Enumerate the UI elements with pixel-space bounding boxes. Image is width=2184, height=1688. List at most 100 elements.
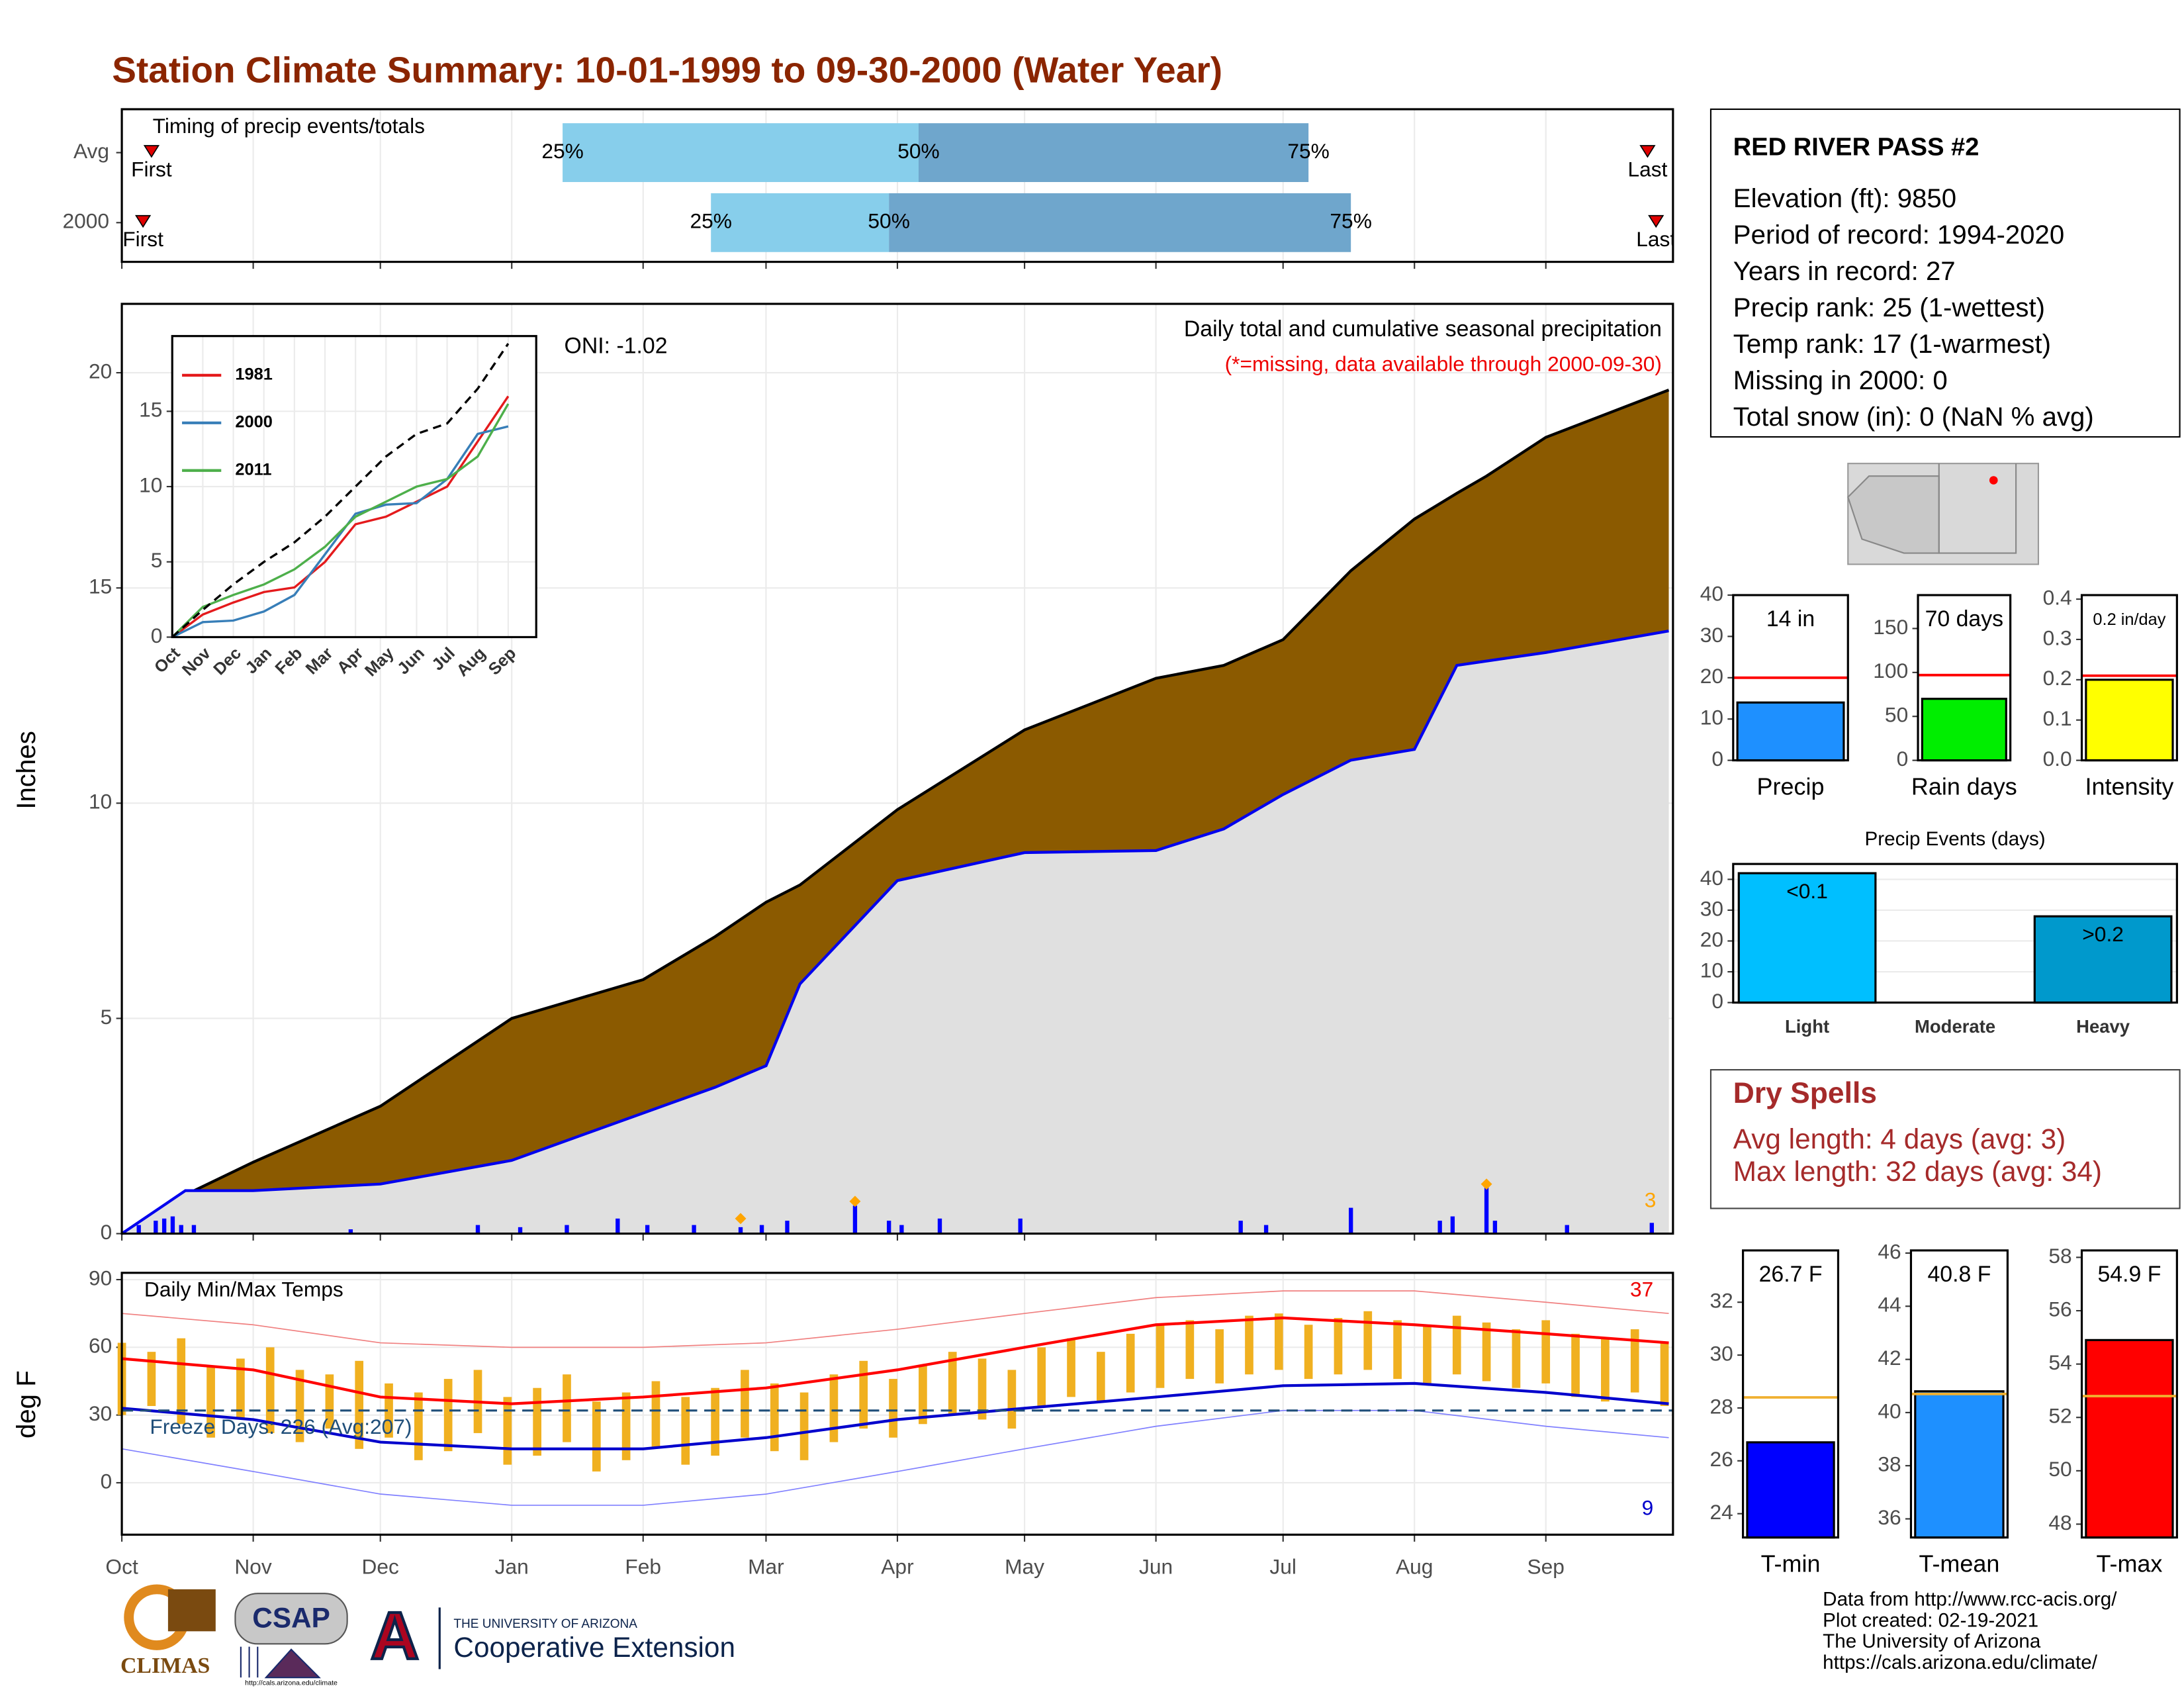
y-tick-label: 0: [101, 1469, 113, 1493]
quartile-bar: [563, 123, 919, 182]
daily-precip-bar: [1263, 1225, 1269, 1234]
temp-range-bar: [799, 1392, 809, 1460]
value-label: 26.7 F: [1759, 1262, 1823, 1287]
daily-precip-bar: [937, 1218, 942, 1234]
y-tick-label: 30: [89, 1401, 112, 1425]
temp-range-bar: [1274, 1313, 1283, 1370]
plot-frame: [1909, 1249, 2009, 1539]
page-title: Station Climate Summary: 10-01-1999 to 0…: [112, 50, 1222, 91]
y-tick-label: 150: [1873, 615, 1908, 639]
y-tick-label: 10: [89, 790, 112, 814]
daily-precip-bar: [759, 1225, 764, 1234]
temp-range-bar: [503, 1397, 512, 1465]
y-tick-label: 10: [1700, 706, 1723, 729]
temp-range-bar: [741, 1370, 749, 1438]
cumulative-line: [120, 630, 1669, 1235]
daily-precip-bar: [692, 1225, 696, 1234]
category-label: Light: [1785, 1016, 1829, 1037]
series-line: [171, 425, 509, 638]
temp-range-bar: [1512, 1329, 1521, 1388]
y-tick-label: 60: [89, 1334, 112, 1358]
y-tick-label: 56: [2048, 1297, 2071, 1321]
daily-precip-bar: [852, 1205, 858, 1234]
station-info: Missing in 2000: 0: [1733, 365, 1948, 395]
y-tick-label: 46: [1878, 1239, 1901, 1263]
daily-precip-bar: [1492, 1221, 1498, 1234]
bar: [2085, 679, 2174, 762]
x-tick-label: Sep: [1527, 1555, 1565, 1579]
quartile-label: 75%: [1330, 209, 1371, 233]
y-tick-label: 0.3: [2043, 626, 2072, 649]
temp-range-bar: [355, 1360, 364, 1449]
x-tick-label: Feb: [625, 1555, 661, 1579]
y-tick-label: 52: [2048, 1404, 2071, 1428]
temp-range-bar: [1482, 1322, 1491, 1382]
daily-precip-bar: [615, 1218, 620, 1234]
y-tick-label: 40: [1700, 581, 1723, 605]
station-info: Elevation (ft): 9850: [1733, 183, 1956, 213]
station-info: Temp rank: 17 (1-warmest): [1733, 329, 2051, 359]
temp-range-bar: [1037, 1347, 1046, 1407]
panel-note: (*=missing, data available through 2000-…: [1225, 352, 1662, 375]
daily-precip-bar: [170, 1216, 175, 1234]
y-tick-label: 30: [1700, 623, 1723, 647]
csap-icon: [240, 1646, 321, 1679]
event-label: Last: [1636, 227, 1676, 251]
temp-range-bar: [1393, 1320, 1402, 1380]
temp-range-bar: [651, 1381, 660, 1447]
category-label: Precip: [1757, 773, 1825, 800]
temp-range-bar: [1156, 1325, 1165, 1388]
plot-frame: [2080, 594, 2178, 762]
climas-emblem: [167, 1589, 216, 1632]
event-marker: [135, 214, 152, 228]
daily-precip-bar: [191, 1225, 197, 1234]
x-tick-label: Apr: [881, 1555, 914, 1579]
daily-precip-bar: [1649, 1223, 1655, 1234]
station-box: [1709, 108, 2181, 438]
value-label: 54.9 F: [2097, 1262, 2161, 1287]
y-tick-label: 40: [1700, 866, 1723, 890]
quartile-bar: [918, 123, 1309, 182]
plot-frame: [1732, 594, 1849, 762]
temp-range-bar: [621, 1392, 631, 1460]
value-label: 70 days: [1925, 606, 2003, 632]
station-info: Total snow (in): 0 (NaN % avg): [1733, 402, 2094, 432]
y-tick-label: 5: [151, 548, 163, 572]
panel-label: Timing of precip events/totals: [153, 114, 425, 138]
temp-range-bar: [236, 1358, 245, 1420]
plot-frame: [1742, 1249, 1840, 1539]
category-label: Rain days: [1911, 773, 2017, 800]
ua-small-text: THE UNIVERSITY OF ARIZONA: [453, 1617, 637, 1631]
y-tick-label: 0.4: [2043, 585, 2072, 609]
station-info: Years in record: 27: [1733, 256, 1956, 286]
value-label: <0.1: [1786, 879, 1828, 903]
y-tick-label: 10: [139, 473, 162, 496]
temp-range-bar: [1452, 1315, 1461, 1375]
footer-line: The University of Arizona: [1823, 1630, 2041, 1652]
plot-frame: [2080, 1249, 2178, 1539]
csap-url: http://cals.arizona.edu/climate: [245, 1679, 338, 1687]
climas-logo-text: CLIMAS: [120, 1654, 210, 1678]
footer-line: Plot created: 02-19-2021: [1823, 1609, 2038, 1631]
cumulative-line: [120, 389, 1670, 1235]
temp-line: [121, 1316, 1669, 1405]
station-dot: [1989, 476, 1998, 485]
temp-range-bar: [859, 1360, 868, 1429]
panel-label: Daily Min/Max Temps: [144, 1278, 343, 1301]
y-tick-label: 54: [2048, 1350, 2071, 1374]
value-label: 40.8 F: [1927, 1262, 1991, 1287]
footer-line: Data from http://www.rcc-acis.org/: [1823, 1589, 2117, 1611]
panel-title: Precip Events (days): [1864, 828, 2045, 850]
temp-range-bar: [829, 1374, 839, 1442]
bar: [1736, 701, 1845, 762]
x-tick-label: Nov: [234, 1555, 272, 1579]
category-label: T-min: [1761, 1550, 1821, 1577]
y-tick-label: 40: [1878, 1399, 1901, 1423]
daily-precip-bar: [1484, 1186, 1489, 1234]
daily-precip-bar: [161, 1218, 167, 1234]
temp-line: [122, 1290, 1669, 1348]
temp-range-bar: [1126, 1333, 1135, 1393]
legend-label: 2000: [235, 413, 272, 432]
plot-frame: [1732, 863, 2178, 1004]
